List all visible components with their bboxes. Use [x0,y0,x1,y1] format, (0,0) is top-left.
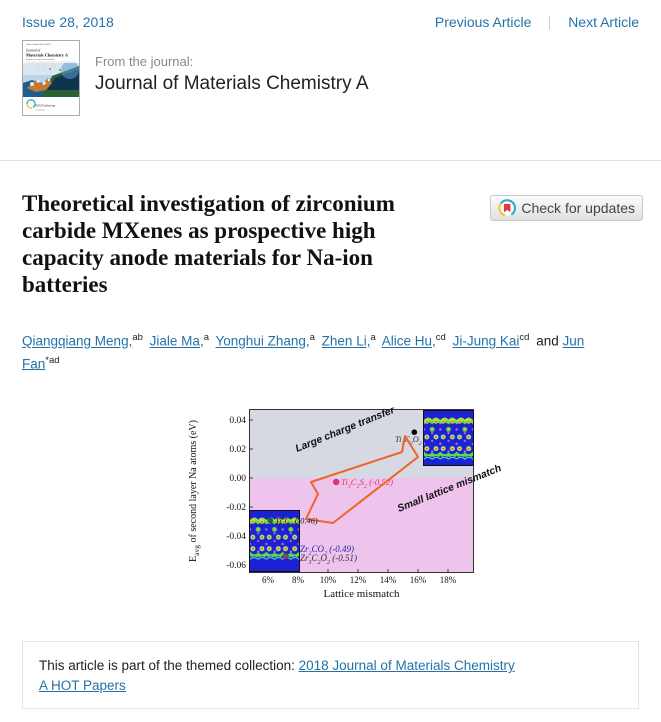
svg-text:Materials for energy and susta: Materials for energy and sustainability [26,58,54,61]
svg-text:Volume 6 Number 28 28 July 201: Volume 6 Number 28 28 July 2018 [26,44,51,46]
svg-text:16%: 16% [410,575,427,585]
svg-text:RSCPublishing: RSCPublishing [35,104,56,108]
svg-text:-0.06: -0.06 [226,561,246,571]
svg-text:-0.04: -0.04 [226,532,246,542]
svg-text:0.00: 0.00 [229,474,246,484]
svg-text:8%: 8% [292,575,305,585]
svg-text:Materials Chemistry A: Materials Chemistry A [26,53,69,58]
svg-text:0.04: 0.04 [229,416,246,426]
svg-text:-0.02: -0.02 [226,503,246,513]
svg-text:14%: 14% [380,575,397,585]
svg-text:0.02: 0.02 [229,445,246,455]
svg-text:6%: 6% [262,575,275,585]
svg-text:10%: 10% [320,575,337,585]
svg-text:18%: 18% [440,575,457,585]
svg-text:12%: 12% [350,575,367,585]
